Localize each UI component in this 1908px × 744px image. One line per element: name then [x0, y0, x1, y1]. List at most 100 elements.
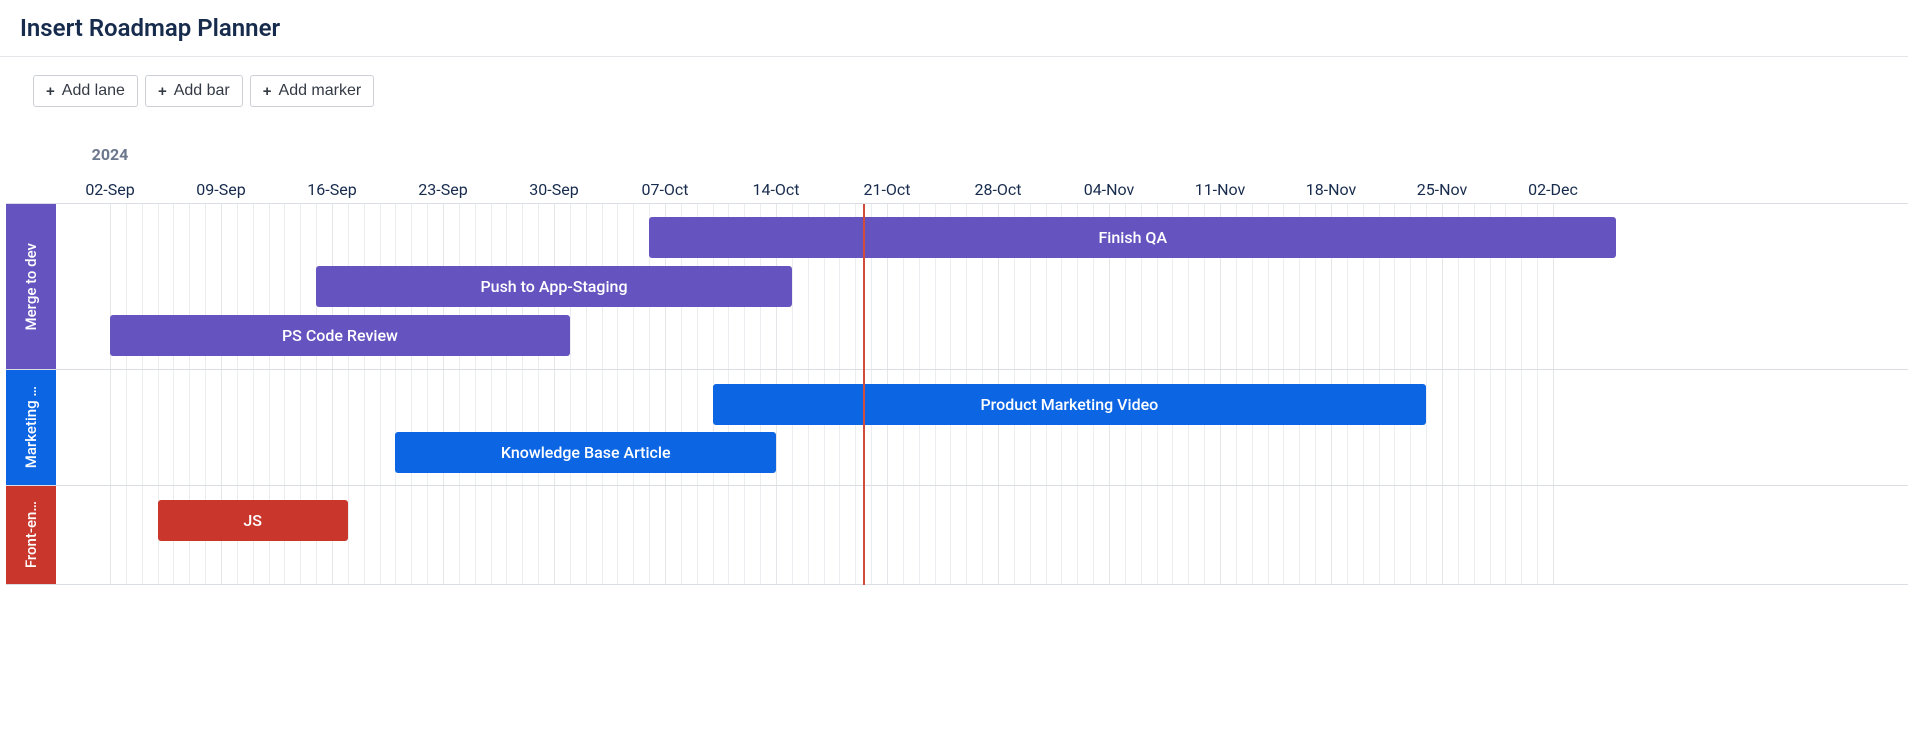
toolbar: + Add lane + Add bar + Add marker: [0, 57, 1908, 125]
gridline: [1331, 486, 1332, 584]
gridline-minor: [1347, 486, 1348, 584]
timeline-tick: 09-Sep: [196, 180, 245, 199]
gridline: [1553, 370, 1554, 485]
gridline-minor: [1236, 486, 1237, 584]
gridline-minor: [1363, 486, 1364, 584]
timeline-tick: 21-Oct: [863, 180, 910, 199]
gridline-minor: [427, 486, 428, 584]
gridline-minor: [1014, 486, 1015, 584]
gridline-minor: [649, 486, 650, 584]
gridline-minor: [506, 486, 507, 584]
gridline-minor: [158, 370, 159, 485]
add-lane-button[interactable]: + Add lane: [33, 75, 138, 107]
timeline-tick: 11-Nov: [1195, 180, 1246, 199]
gridline-minor: [348, 486, 349, 584]
gridline-minor: [316, 370, 317, 485]
gridline-minor: [1077, 486, 1078, 584]
roadmap-bar[interactable]: Product Marketing Video: [713, 384, 1427, 425]
gridline-minor: [1426, 486, 1427, 584]
gridline-minor: [380, 370, 381, 485]
add-bar-button[interactable]: + Add bar: [145, 75, 243, 107]
gridline-minor: [1521, 486, 1522, 584]
gridline-minor: [1505, 370, 1506, 485]
gridline-minor: [982, 486, 983, 584]
lanes-container: Merge to dev Finish QA Push to App-Staging…: [6, 203, 1908, 585]
timeline-tick: 14-Oct: [752, 180, 799, 199]
lane-header[interactable]: Merge to dev: [6, 204, 56, 369]
gridline-minor: [808, 486, 809, 584]
gridline-minor: [871, 486, 872, 584]
gridline-minor: [1061, 486, 1062, 584]
gridline-minor: [681, 486, 682, 584]
gridline: [1220, 486, 1221, 584]
timeline-tick: 04-Nov: [1084, 180, 1135, 199]
plus-icon: +: [158, 84, 167, 99]
gridline-minor: [380, 486, 381, 584]
plus-icon: +: [46, 84, 55, 99]
gridline-minor: [348, 370, 349, 485]
gridline-minor: [1172, 486, 1173, 584]
roadmap-bar[interactable]: Knowledge Base Article: [395, 432, 776, 473]
gridline: [665, 486, 666, 584]
gridline-minor: [395, 486, 396, 584]
gridline-minor: [1490, 370, 1491, 485]
roadmap-bar[interactable]: PS Code Review: [110, 315, 570, 356]
add-marker-label: Add marker: [279, 82, 362, 100]
gridline: [110, 370, 111, 485]
gridline-minor: [1315, 486, 1316, 584]
roadmap: 2024 02-Sep09-Sep16-Sep23-Sep30-Sep07-Oc…: [6, 145, 1908, 585]
add-marker-button[interactable]: + Add marker: [250, 75, 374, 107]
gridline-minor: [189, 370, 190, 485]
timeline-tick: 18-Nov: [1306, 180, 1357, 199]
gridline-minor: [269, 370, 270, 485]
gridline-minor: [253, 370, 254, 485]
lane-body[interactable]: JS: [56, 486, 1908, 584]
roadmap-bar[interactable]: Push to App-Staging: [316, 266, 792, 307]
gridline-minor: [364, 486, 365, 584]
timeline-axis: 2024 02-Sep09-Sep16-Sep23-Sep30-Sep07-Oc…: [56, 145, 1908, 203]
lane-header[interactable]: Front-en…: [6, 486, 56, 584]
gridline-minor: [602, 486, 603, 584]
gridline-minor: [1252, 486, 1253, 584]
gridline-minor: [411, 486, 412, 584]
gridline-minor: [760, 486, 761, 584]
lane-body[interactable]: Product Marketing Video Knowledge Base Ar…: [56, 370, 1908, 485]
gridline-minor: [1490, 486, 1491, 584]
gridline-minor: [1125, 486, 1126, 584]
gridline-minor: [142, 370, 143, 485]
gridline: [1442, 370, 1443, 485]
gridline-minor: [1157, 486, 1158, 584]
roadmap-bar[interactable]: JS: [158, 500, 348, 541]
gridline-minor: [855, 486, 856, 584]
lane: Merge to dev Finish QA Push to App-Staging…: [6, 204, 1908, 370]
roadmap-bar[interactable]: Finish QA: [649, 217, 1616, 258]
gridline-minor: [205, 370, 206, 485]
gridline: [887, 486, 888, 584]
lane: Marketing … Product Marketing Video Knowle…: [6, 370, 1908, 486]
gridline-minor: [1204, 486, 1205, 584]
gridline-minor: [1426, 370, 1427, 485]
gridline-minor: [475, 486, 476, 584]
gridline-minor: [633, 486, 634, 584]
gridline: [1109, 486, 1110, 584]
timeline-tick: 23-Sep: [418, 180, 467, 199]
gridline-minor: [1458, 486, 1459, 584]
gridline-minor: [839, 486, 840, 584]
gridline-minor: [1410, 486, 1411, 584]
lane-header[interactable]: Marketing …: [6, 370, 56, 485]
gridline-minor: [713, 486, 714, 584]
lane-body[interactable]: Finish QA Push to App-Staging PS Code Revi…: [56, 204, 1908, 369]
gridline-minor: [1283, 486, 1284, 584]
add-bar-label: Add bar: [174, 82, 230, 100]
gridline-minor: [935, 486, 936, 584]
timeline-tick: 25-Nov: [1417, 180, 1468, 199]
gridline-minor: [1521, 370, 1522, 485]
gridline: [110, 486, 111, 584]
gridline-minor: [966, 486, 967, 584]
gridline-minor: [300, 370, 301, 485]
lane-header-label: Marketing …: [22, 386, 40, 468]
page-header: Insert Roadmap Planner: [0, 0, 1908, 57]
timeline-tick: 02-Dec: [1528, 180, 1578, 199]
gridline-minor: [1458, 370, 1459, 485]
gridline: [1553, 486, 1554, 584]
